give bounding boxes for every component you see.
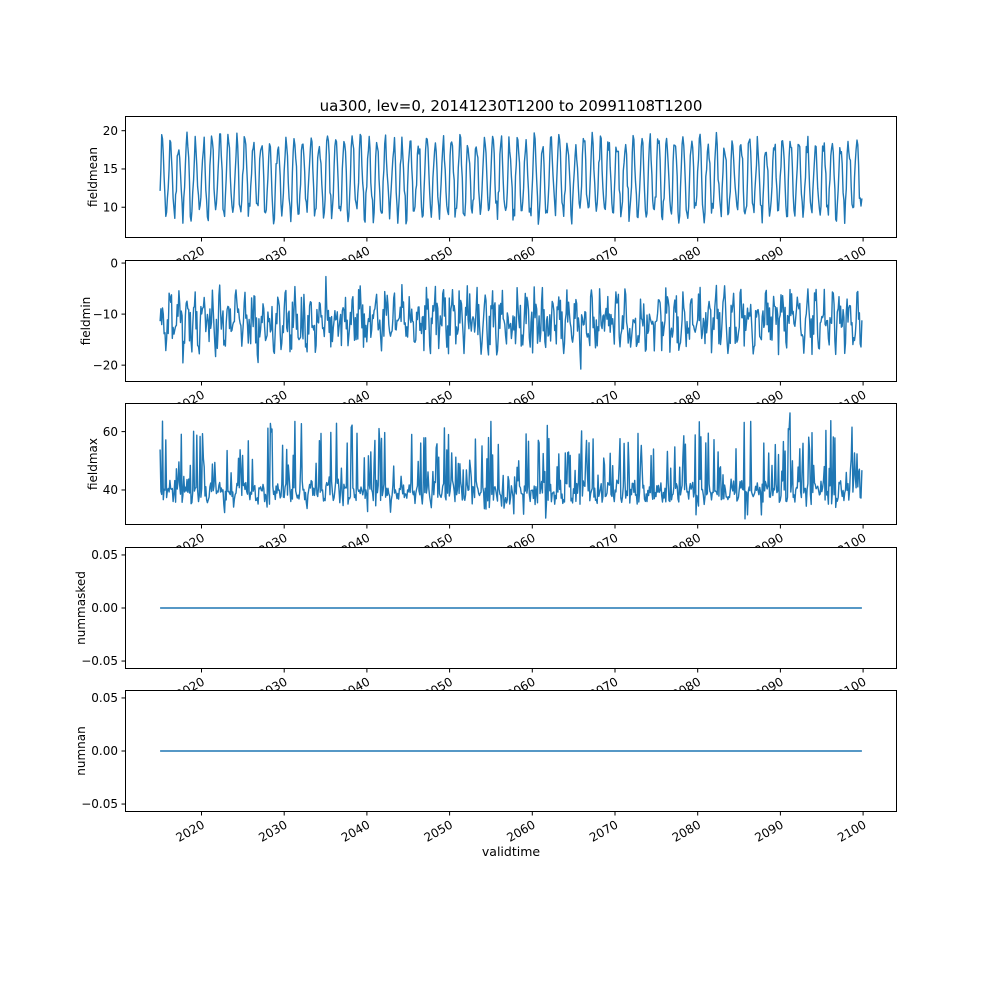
subplot-fieldmax: 2020 2030 2040 2050 2060 2070 2080 2090 21004060… (0, 403, 1000, 558)
ylabel-fieldmean: fieldmean (86, 147, 100, 207)
fieldmax-series-line (159, 412, 863, 520)
y-tick-label: 0.05 (91, 548, 118, 562)
axes-frame (125, 547, 897, 669)
x-tick-label: 2050 (422, 817, 455, 844)
x-tick-label: 2100 (835, 817, 868, 844)
x-tick-label: 2020 (174, 817, 207, 844)
y-tick-label: −20 (93, 358, 118, 372)
axes-frame (125, 403, 897, 525)
xlabel: validtime (482, 844, 540, 859)
fieldmin-series-line (159, 275, 863, 370)
x-tick-label: 2090 (752, 817, 785, 844)
ylabel-nummasked: nummasked (74, 571, 88, 645)
axes-frame (125, 690, 897, 812)
ylabel-fieldmax: fieldmax (86, 438, 100, 490)
fieldmean-series-line (159, 131, 863, 225)
subplot-nummasked: 2020 2030 2040 2050 2060 2070 2080 2090 21000.05… (0, 547, 1000, 702)
y-tick-label: 0.05 (91, 691, 118, 705)
y-tick-label: −10 (93, 307, 118, 321)
subplot-background (0, 403, 1000, 525)
ylabel-numnan: numnan (74, 726, 88, 775)
y-tick-label: 60 (103, 425, 118, 439)
x-tick-label: 2040 (339, 817, 372, 844)
y-tick-label: 20 (103, 124, 118, 138)
x-tick-label: 2080 (670, 817, 703, 844)
y-tick-label: −0.05 (81, 797, 118, 811)
x-tick-label: 2070 (587, 817, 620, 844)
y-tick-label: 0 (110, 256, 118, 270)
subplot-fieldmin: 2020 2030 2040 2050 2060 2070 2080 2090 21000−10… (0, 256, 1000, 415)
y-tick-label: 15 (103, 162, 118, 176)
ylabel-fieldmin: fieldmin (79, 297, 93, 346)
axes-frame (125, 116, 897, 238)
subplot-numnan: 2020 2030 2040 2050 2060 2070 2080 2090 2100 0.05… (0, 690, 1000, 859)
subplot-fieldmean: 2020 2030 2040 2050 2060 2070 2080 2090 21001015… (0, 116, 1000, 271)
y-tick-label: −0.05 (81, 654, 118, 668)
y-tick-label: 10 (103, 200, 118, 214)
y-tick-label: 0.00 (91, 744, 118, 758)
y-tick-label: 0.00 (91, 601, 118, 615)
x-tick-label: 2060 (504, 817, 537, 844)
x-tick-label: 2030 (256, 817, 289, 844)
figure-title: ua300, lev=0, 20141230T1200 to 20991108T… (319, 97, 703, 115)
axes-frame (125, 260, 897, 382)
y-tick-label: 40 (103, 483, 118, 497)
